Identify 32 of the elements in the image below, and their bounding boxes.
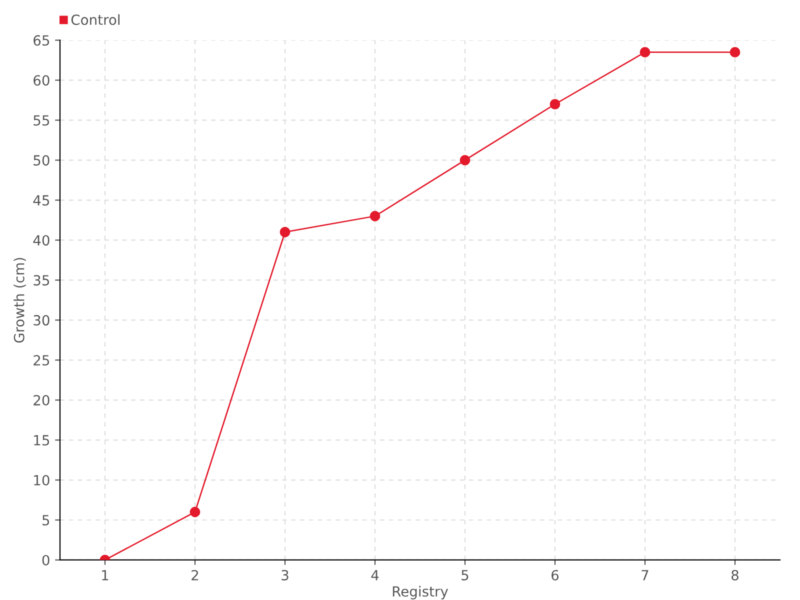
y-tick-label: 45 [33, 195, 50, 206]
y-axis-title: Growth (cm) [14, 258, 26, 343]
legend-label: Control [71, 14, 120, 26]
y-tick-label: 0 [42, 554, 50, 566]
point [280, 226, 290, 238]
x-tick-label: 2 [192, 570, 198, 580]
y-tick-label: 25 [34, 355, 50, 366]
x-tick-label: 4 [371, 570, 379, 580]
y-tick-label: 40 [33, 235, 50, 246]
x-tick-label: 1 [102, 570, 108, 580]
x-tick-label: 3 [282, 570, 288, 580]
y-tick-label: 15 [34, 435, 50, 446]
y-tick-label: 65 [34, 35, 50, 46]
y-tick-label: 35 [34, 275, 50, 286]
y-tick-label: 10 [34, 474, 50, 486]
point [550, 98, 560, 110]
y-tick-label: 30 [34, 315, 50, 326]
x-tick-label: 6 [552, 570, 559, 580]
x-tick-label: 5 [462, 570, 468, 580]
y-tick-label: 5 [42, 515, 50, 526]
x-tick-label: 7 [642, 570, 648, 580]
y-tick-label: 20 [34, 395, 50, 406]
point [730, 46, 740, 58]
x-tick-label: 8 [732, 570, 738, 580]
point [640, 46, 650, 58]
point [370, 210, 380, 222]
x-axis-title: Registry [392, 586, 448, 600]
y-tick-label: 55 [34, 115, 50, 126]
y-tick-label: 50 [34, 155, 50, 166]
point [190, 506, 200, 518]
y-tick-label: 60 [34, 75, 50, 86]
point [460, 154, 470, 166]
